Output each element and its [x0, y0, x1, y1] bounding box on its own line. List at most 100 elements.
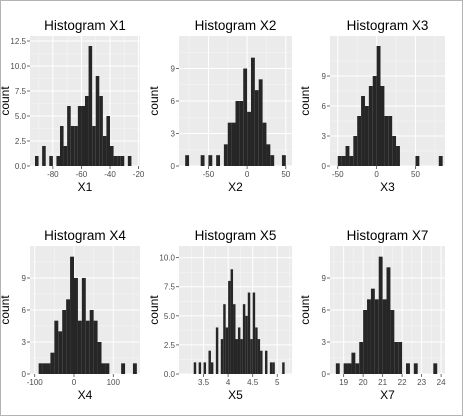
hist-x1-y-tick-label: 12.5: [10, 37, 26, 46]
hist-x4-y-tick-label: 3: [22, 338, 27, 347]
hist-x2-y-tick-label: 9: [171, 65, 176, 74]
hist-x1-y-tick-label: 0.0: [15, 162, 27, 171]
hist-x7-bar: [374, 299, 379, 374]
hist-x7-bar: [335, 363, 340, 374]
hist-x7-x-tick-label: 20: [359, 378, 368, 387]
hist-x2-x-axis-label: X2: [228, 180, 243, 194]
hist-x7-x-axis-label: X7: [380, 388, 395, 402]
hist-x1-title: Histogram X1: [44, 18, 126, 33]
hist-x4-bar: [101, 363, 106, 374]
hist-x7-bar: [406, 363, 410, 374]
hist-x4-x-tick-label: 100: [107, 378, 121, 387]
hist-x1-bar: [74, 126, 78, 166]
hist-x5-bar: [203, 362, 207, 374]
hist-x5-bar: [223, 304, 226, 374]
hist-x3-bar: [364, 106, 369, 166]
hist-x3-bar: [396, 146, 400, 166]
hist-x5-bar: [228, 280, 231, 374]
hist-x4-bar: [89, 310, 94, 374]
hist-x5-y-tick-label: 0.0: [164, 370, 176, 379]
hist-x7-bar: [382, 299, 387, 374]
hist-x4-y-axis-label: count: [1, 295, 12, 325]
hist-x3-x-tick-label: -50: [332, 170, 344, 179]
hist-x7-bar: [343, 363, 348, 374]
hist-x1-bar: [70, 126, 75, 166]
hist-x1-bar: [92, 126, 96, 166]
hist-x7-bar: [433, 363, 438, 374]
hist-x1-bar: [49, 156, 53, 166]
hist-x1-bar: [102, 136, 107, 166]
hist-x1-bar: [81, 106, 85, 166]
hist-x4-bar: [74, 278, 78, 374]
hist-x4-bar: [77, 320, 82, 374]
hist-x3-bar: [341, 156, 346, 166]
hist-x7-y-tick-label: 0: [322, 370, 327, 379]
hist-x4-x-axis-label: X4: [78, 388, 93, 402]
hist-x5-bar: [233, 304, 236, 374]
hist-x7-x-tick-label: 24: [437, 378, 446, 387]
hist-x2-bar: [262, 122, 267, 166]
hist-x1-y-tick-label: 5.0: [15, 112, 27, 121]
hist-x1-bar: [85, 96, 89, 166]
hist-x1-x-axis-label: X1: [78, 180, 93, 194]
hist-x5-bar: [210, 362, 214, 374]
hist-x2-bar: [239, 101, 244, 166]
hist-x4-bar: [81, 278, 86, 374]
hist-x2-bar: [281, 155, 286, 166]
hist-x3-y-tick-label: 3: [322, 132, 327, 141]
hist-x4-x-tick-label: -100: [27, 378, 44, 387]
hist-x3-x-axis-label: X3: [380, 180, 395, 194]
hist-x4-x-tick-label: 0: [72, 378, 77, 387]
hist-x3-x-tick-label: 50: [411, 170, 420, 179]
hist-x3-title: Histogram X3: [347, 18, 429, 33]
hist-x2-y-axis-label: count: [147, 86, 161, 116]
hist-x1-x-tick-label: -40: [104, 170, 116, 179]
hist-x3-bar: [357, 116, 362, 166]
hist-x1-x-tick-label: -80: [47, 170, 59, 179]
hist-x1-bar: [127, 156, 132, 166]
hist-x5-y-tick-label: 7.5: [164, 283, 176, 292]
hist-x2-bar: [223, 144, 228, 166]
hist-x1-bar: [95, 76, 100, 166]
hist-x1-bar: [106, 116, 110, 166]
hist-x5-bar: [272, 362, 275, 374]
hist-x7-bar: [378, 256, 383, 374]
hist-x7-bar: [359, 342, 364, 374]
hist-x1-bar: [99, 96, 103, 166]
hist-x2-bar: [185, 155, 190, 166]
hist-x4-title: Histogram X4: [44, 228, 126, 243]
hist-x1-bar: [60, 126, 64, 166]
hist-x2-x-tick-label: 0: [245, 170, 250, 179]
hist-x5-bar: [242, 304, 246, 374]
hist-x7-bar: [398, 342, 403, 374]
hist-x7-bar: [367, 299, 371, 374]
hist-x2-y-tick-label: 6: [171, 97, 176, 106]
hist-x1-bar: [120, 156, 125, 166]
hist-x1-bar: [67, 106, 71, 166]
hist-x2-bar: [254, 90, 259, 166]
hist-x5-bar: [252, 292, 256, 374]
hist-x7-y-tick-label: 3: [322, 338, 327, 347]
hist-x1-x-tick-label: -60: [76, 170, 88, 179]
hist-x5-y-tick-label: 10.0: [159, 254, 175, 263]
hist-x5-bar: [215, 327, 219, 374]
hist-x5-x-axis-label: X5: [228, 388, 243, 402]
hist-x5-bar: [257, 339, 261, 374]
hist-x5-x-tick-label: 4: [226, 378, 231, 387]
hist-x2-bar: [208, 155, 213, 166]
hist-x5-bar: [225, 327, 229, 374]
hist-x7-x-tick-label: 23: [417, 378, 426, 387]
hist-x5-x-tick-label: 3.5: [198, 378, 210, 387]
hist-x3-bar: [376, 46, 381, 166]
hist-x3-bar: [415, 156, 420, 166]
hist-x1-bar: [63, 146, 68, 166]
hist-x4-bar: [38, 363, 43, 374]
hist-x7-x-tick-label: 21: [378, 378, 387, 387]
hist-x3-y-axis-label: count: [298, 86, 312, 116]
hist-x3-bar: [345, 146, 350, 166]
hist-x2-bar: [200, 155, 205, 166]
hist-x3-bar: [438, 156, 443, 166]
hist-x1-bar: [113, 156, 118, 166]
hist-x4-bar: [93, 320, 98, 374]
hist-x3-bar: [337, 156, 342, 166]
